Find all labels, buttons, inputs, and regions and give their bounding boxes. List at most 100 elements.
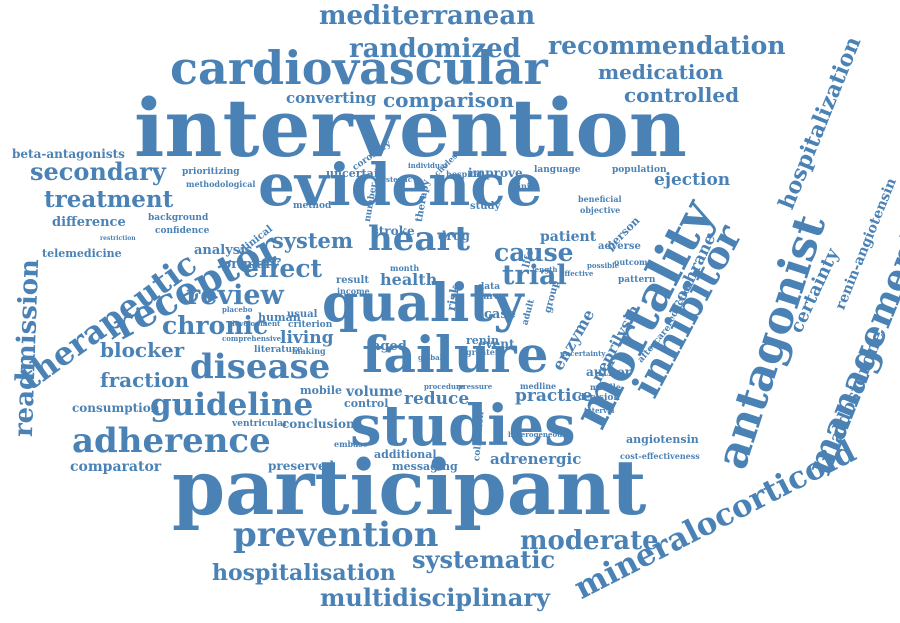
word: volume <box>346 384 403 400</box>
word: effect <box>243 254 323 283</box>
word: system <box>272 228 354 253</box>
word: hospitalisation <box>212 560 396 586</box>
word: living <box>280 328 334 348</box>
word: human <box>258 311 301 324</box>
word: analysis <box>194 243 253 258</box>
word: recommendation <box>548 31 786 60</box>
word: improve <box>468 166 523 180</box>
word: practice <box>515 386 593 406</box>
word: usual <box>287 309 318 320</box>
word: placebo <box>222 305 253 314</box>
word: length <box>532 265 558 274</box>
word: fraction <box>100 368 189 392</box>
word: author <box>586 365 632 379</box>
word: hospitalization <box>773 32 867 214</box>
word: conclusion <box>282 417 355 431</box>
word: mediterranean <box>319 1 536 31</box>
word: evidence <box>258 151 543 219</box>
word: criterion <box>288 320 333 330</box>
word: cause <box>494 238 574 267</box>
word: aged <box>372 339 407 354</box>
word: additional <box>374 448 437 461</box>
word: adrenergic <box>490 450 582 468</box>
word: procedure <box>424 382 465 391</box>
word: systematic <box>412 545 556 574</box>
word: stroke <box>372 224 415 238</box>
word: medication <box>598 60 724 84</box>
word: converting <box>286 89 377 107</box>
word: heart <box>368 219 470 259</box>
word: restriction <box>100 235 136 242</box>
word: middle <box>590 382 621 392</box>
word: control <box>344 397 389 410</box>
word: uncertain <box>326 167 386 180</box>
word: prevention <box>233 515 439 555</box>
word: messaging <box>392 460 458 473</box>
word: failure <box>362 325 549 384</box>
word: readmission <box>8 258 46 438</box>
word: methodological <box>186 179 256 189</box>
word: ejection <box>654 170 731 190</box>
word: trial <box>502 260 567 291</box>
word: global <box>418 353 443 362</box>
word: interval <box>584 406 615 415</box>
word: randomized <box>349 34 521 64</box>
word: drug <box>438 229 470 243</box>
word: objective <box>580 205 621 215</box>
word: population <box>612 165 667 175</box>
word: treatment <box>44 186 174 213</box>
word: method <box>293 201 332 211</box>
word: secondary <box>30 157 166 186</box>
word: decision <box>578 393 620 403</box>
word: cost-effectiveness <box>620 451 700 461</box>
word: effective <box>560 269 594 278</box>
word: possible <box>587 261 620 270</box>
word: comprehensive <box>222 334 282 343</box>
word: pattern <box>618 275 656 285</box>
word: care <box>478 292 500 302</box>
word: moderate <box>520 526 659 556</box>
word: guideline <box>150 387 314 423</box>
word: studies <box>350 393 576 459</box>
word: patient <box>540 229 597 245</box>
word: renin <box>466 334 499 347</box>
word: participant <box>172 443 647 532</box>
word: disease <box>190 347 331 387</box>
word: review <box>186 280 284 311</box>
word: adverse <box>598 241 641 252</box>
word: heterogeneous <box>508 430 567 439</box>
word: outcome <box>614 257 653 267</box>
word: prioritizing <box>182 167 240 177</box>
word: primary <box>222 257 280 272</box>
word: embase <box>334 439 368 449</box>
word: reduce <box>404 389 470 409</box>
word: comparison <box>383 88 514 112</box>
word: pressure <box>458 382 493 391</box>
word: controlled <box>624 83 740 107</box>
word: intervention <box>134 81 687 175</box>
word: consumption <box>72 401 160 415</box>
word: case <box>484 307 516 322</box>
word: uncertainty <box>560 349 606 358</box>
word: blocker <box>100 338 185 362</box>
word: ventricular <box>232 419 288 429</box>
word: hospital <box>446 169 483 179</box>
word: mobile <box>300 384 343 397</box>
word: telemedicine <box>42 247 122 260</box>
word: beneficial <box>578 194 622 204</box>
word: result <box>336 275 369 286</box>
word: confidence <box>155 226 210 236</box>
word: comparator <box>70 459 162 475</box>
word: study <box>470 201 501 212</box>
word: individual <box>408 161 448 170</box>
word: difference <box>52 215 126 230</box>
word: literature <box>254 345 303 355</box>
word: greater <box>466 347 500 357</box>
word: chronic <box>162 311 269 340</box>
word: data <box>478 282 501 292</box>
word: development <box>230 319 281 328</box>
word: health <box>380 270 438 289</box>
word: angiotensin <box>626 433 699 446</box>
word: medline <box>520 381 557 391</box>
